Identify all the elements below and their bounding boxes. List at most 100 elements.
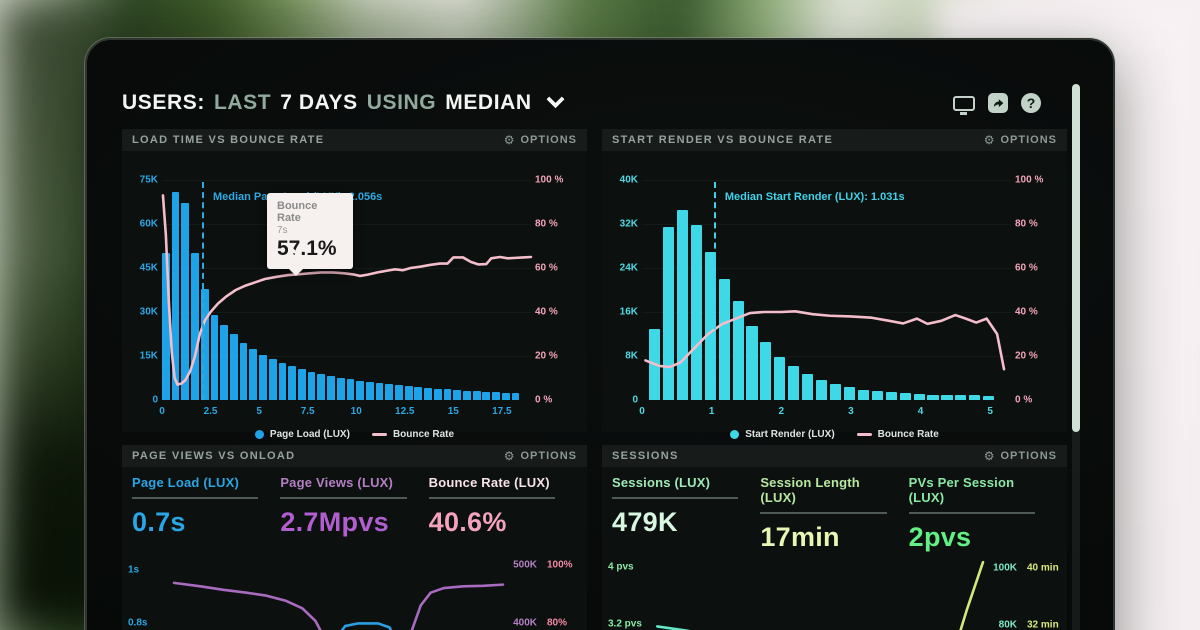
bar (453, 390, 462, 400)
bar-series (642, 180, 1011, 400)
display-icon[interactable] (953, 95, 975, 115)
x-axis-label: 0 (159, 406, 165, 417)
metric-value: 0.7s (132, 507, 186, 537)
y-axis-label: 0 (632, 394, 638, 406)
bar (816, 379, 828, 400)
bar (802, 373, 814, 400)
chart-legend: Page Load (LUX) Bounce Rate (122, 429, 587, 440)
y-right-value: 400K (513, 617, 537, 629)
x-axis-label: 3 (848, 406, 854, 417)
options-button[interactable]: ⚙ OPTIONS (983, 449, 1057, 463)
median-line (713, 182, 716, 400)
bar (899, 393, 911, 400)
y-right-value: 20 % (535, 350, 558, 362)
bar (732, 301, 744, 400)
line-bounce-rate (163, 195, 531, 384)
bar (718, 279, 730, 400)
scrollbar-track[interactable] (1072, 84, 1080, 630)
y-right-value: 100 % (1015, 174, 1044, 186)
line-page-views-lux- (174, 583, 503, 630)
line-series (654, 565, 983, 630)
y-axis-label: 15K (139, 350, 158, 362)
help-icon[interactable]: ? (1021, 93, 1041, 113)
bar (829, 384, 842, 400)
share-icon[interactable] (988, 93, 1008, 113)
gear-icon: ⚙ (503, 133, 516, 147)
bar (424, 387, 432, 400)
legend-item: Page Load (LUX) (254, 429, 350, 440)
y-axis-label: 0 (152, 394, 158, 406)
bar (927, 394, 939, 400)
bar (404, 386, 413, 400)
y-right-value: 0 % (1015, 394, 1033, 406)
bar (327, 375, 335, 400)
y-axis-right: 100 % 80 % 60 % 40 % 20 % 0 % (1015, 175, 1063, 406)
y-axis-label: 400K 80% (505, 617, 583, 628)
options-button[interactable]: ⚙ OPTIONS (503, 449, 577, 463)
y-right-value: 500K (513, 559, 537, 571)
metric-value: 2.7Mpvs (280, 507, 389, 537)
tooltip-title: Bounce Rate (277, 200, 318, 224)
bar (746, 325, 758, 400)
bar (259, 354, 267, 400)
y-axis-label: 60 % (535, 263, 583, 274)
options-button[interactable]: ⚙ OPTIONS (983, 133, 1057, 147)
panel-title: LOAD TIME VS BOUNCE RATE (132, 134, 325, 146)
scrollbar-thumb[interactable] (1072, 84, 1080, 432)
bar (885, 392, 897, 400)
bar (941, 394, 953, 400)
gear-icon: ⚙ (983, 133, 996, 147)
y-right-value-2: 40 min (1027, 562, 1059, 574)
line-series (174, 565, 503, 630)
chart-plot[interactable]: Median Start Render (LUX): 1.031s (642, 180, 1011, 400)
legend-label: Bounce Rate (877, 429, 939, 440)
bar (191, 253, 199, 400)
tooltip-value: 57.1% (277, 237, 337, 260)
x-axis-label: 2.5 (203, 406, 218, 417)
y-right-value: 0 % (535, 394, 553, 406)
chart-plot[interactable] (174, 565, 503, 630)
chart-legend: Start Render (LUX) Bounce Rate (602, 429, 1067, 440)
y-right-value-2: 80% (547, 617, 568, 629)
bar (788, 365, 800, 400)
legend-item: Bounce Rate (856, 429, 939, 440)
y-right-value: 60 % (535, 262, 558, 274)
y-axis-label: 40K (619, 174, 638, 186)
bar (346, 379, 355, 400)
panel-start-render: START RENDER VS BOUNCE RATE ⚙ OPTIONS 40K… (602, 129, 1067, 440)
metric-label: Session Length (LUX) (760, 475, 860, 505)
legend-label: Start Render (LUX) (745, 429, 835, 440)
y-axis-label: 80 % (1015, 219, 1063, 230)
y-axis-label: 30K (139, 306, 158, 318)
y-right-value: 40 % (535, 306, 558, 318)
chart-plot[interactable] (654, 565, 983, 630)
bar (443, 389, 452, 400)
y-right-value: 60 % (1015, 262, 1038, 274)
y-axis-label: 40 % (1015, 307, 1063, 318)
bar (472, 391, 481, 400)
panel-page-views: PAGE VIEWS VS ONLOAD ⚙ OPTIONS Page Load … (122, 445, 587, 630)
options-button[interactable]: ⚙ OPTIONS (503, 133, 577, 147)
y-right-value-2: 100% (547, 559, 573, 571)
y-axis-left: 1s0.8s0.6s (128, 565, 172, 630)
bar (969, 395, 981, 400)
users-filter-dropdown[interactable]: USERS: LAST 7 DAYS USING MEDIAN (122, 86, 565, 120)
panel-title: START RENDER VS BOUNCE RATE (612, 134, 834, 146)
x-axis-label: 7.5 (300, 406, 315, 417)
mouse-cursor-icon (288, 242, 298, 261)
y-axis-label: 0 % (535, 395, 583, 406)
bar (690, 225, 702, 400)
line-sessions-lux- (894, 562, 983, 630)
bar (662, 226, 674, 400)
line-page-load-lux- (174, 623, 503, 630)
bar (288, 366, 296, 400)
line-pvs-per-session-lux- (657, 626, 983, 630)
bar (414, 387, 423, 400)
line-bounce-rate (645, 311, 1004, 369)
x-axis: 0 2.5 5 7.5 10 12.5 15 17.5 (159, 406, 531, 418)
y-axis-label: 3.2 pvs (608, 618, 642, 630)
legend-label: Page Load (LUX) (269, 429, 350, 440)
bar (492, 392, 500, 400)
